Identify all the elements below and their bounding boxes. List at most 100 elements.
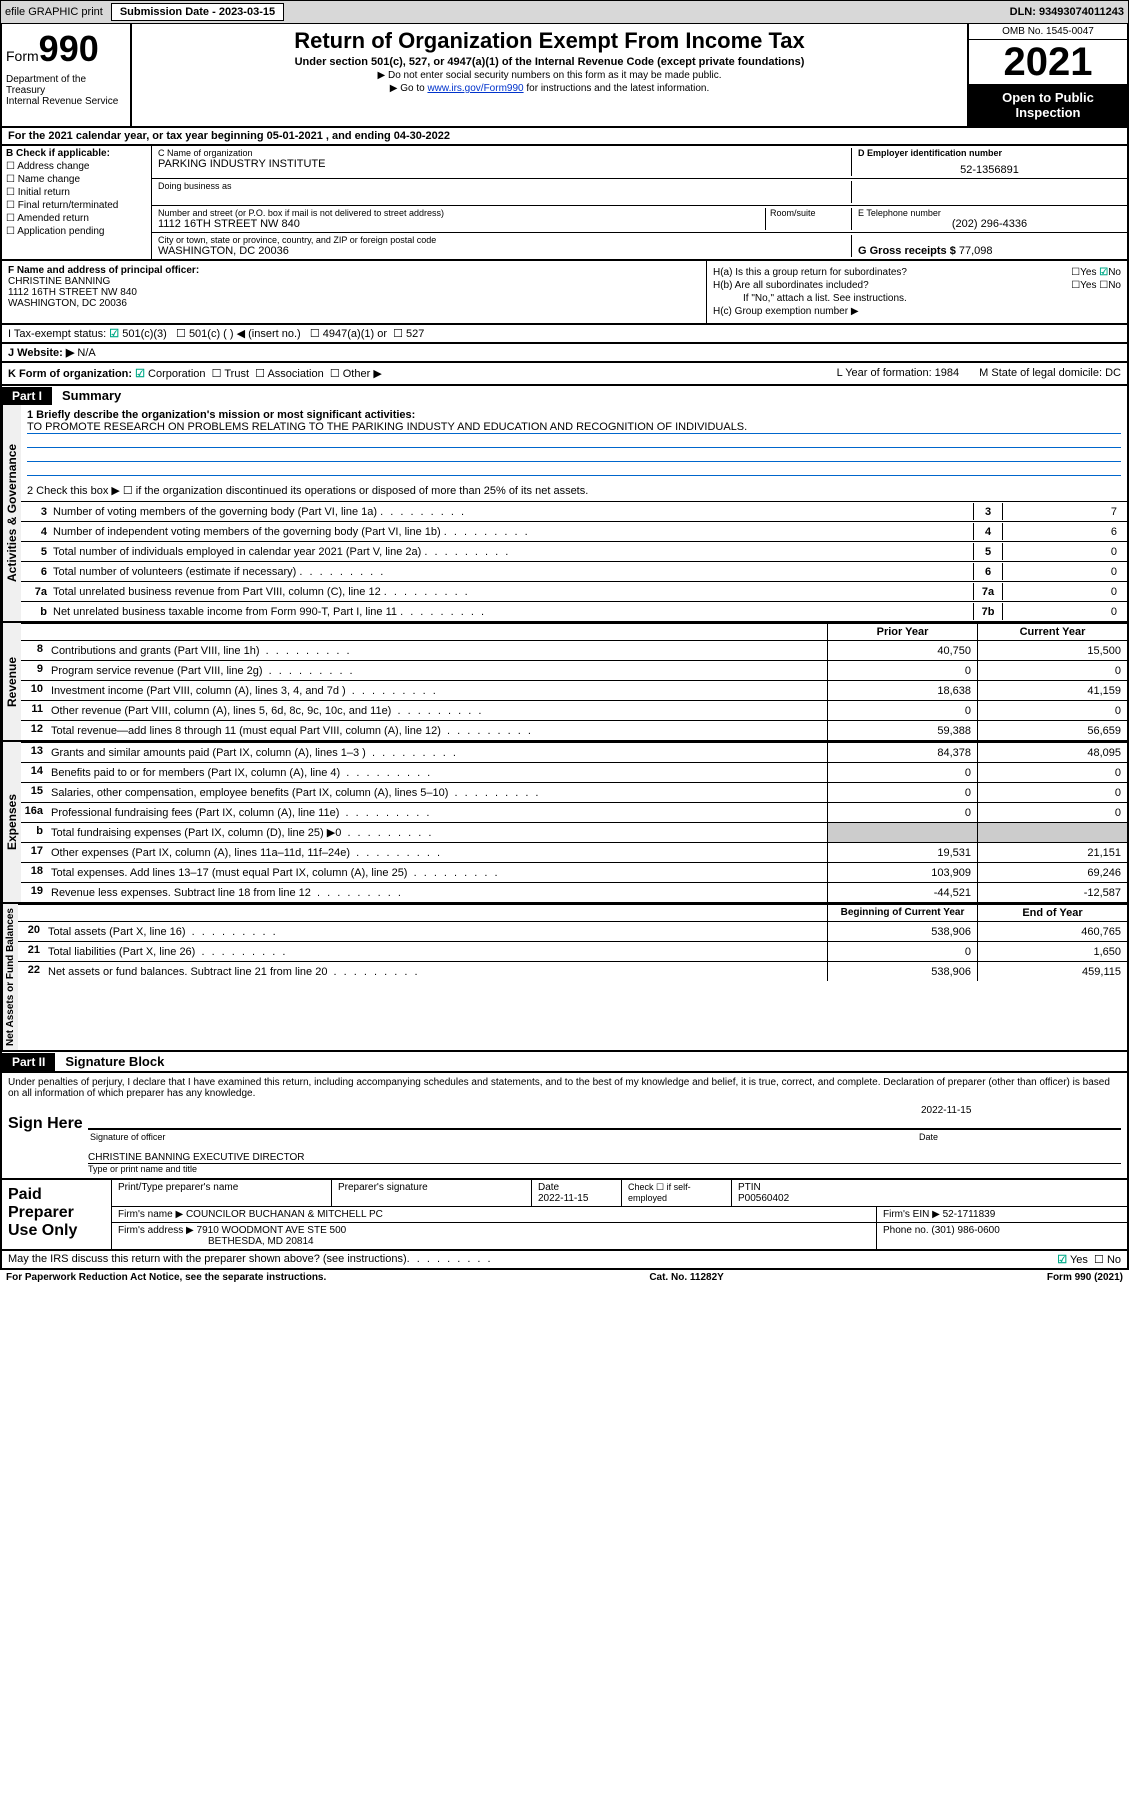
prep-date: 2022-11-15 xyxy=(538,1193,588,1204)
period-row: For the 2021 calendar year, or tax year … xyxy=(0,128,1129,146)
data-row: 11Other revenue (Part VIII, column (A), … xyxy=(21,700,1127,720)
pra-notice: For Paperwork Reduction Act Notice, see … xyxy=(6,1272,326,1283)
opt-4947: 4947(a)(1) or xyxy=(323,328,387,340)
firm-name-label: Firm's name ▶ xyxy=(118,1209,183,1220)
section-b-to-g: B Check if applicable: ☐ Address change ☐… xyxy=(0,146,1129,261)
opt-other: Other ▶ xyxy=(343,368,382,380)
dba-label: Doing business as xyxy=(158,181,845,191)
dots xyxy=(407,1253,493,1266)
submission-date: Submission Date - 2023-03-15 xyxy=(111,3,284,21)
checkbox-option[interactable]: ☐ Amended return xyxy=(6,213,147,224)
prep-date-label: Date xyxy=(538,1182,559,1193)
data-row: 15Salaries, other compensation, employee… xyxy=(21,782,1127,802)
mission-text: TO PROMOTE RESEARCH ON PROBLEMS RELATING… xyxy=(27,421,1121,434)
website-value: N/A xyxy=(77,347,95,359)
firm-phone: (301) 986-0600 xyxy=(931,1225,999,1236)
yes-label: Yes xyxy=(1070,1254,1088,1266)
hb-label: H(b) Are all subordinates included? xyxy=(713,280,869,291)
checkbox-option[interactable]: ☐ Address change xyxy=(6,161,147,172)
current-year-header: Current Year xyxy=(977,624,1127,640)
bottom-footer: For Paperwork Reduction Act Notice, see … xyxy=(0,1270,1129,1285)
self-emp-label: Check ☐ if self-employed xyxy=(622,1180,732,1206)
firm-phone-label: Phone no. xyxy=(883,1225,929,1236)
city-label: City or town, state or province, country… xyxy=(158,235,845,245)
form-label: Form xyxy=(6,48,39,64)
form-number-block: Form990 xyxy=(6,28,126,70)
sig-officer-label: Signature of officer xyxy=(90,1132,919,1142)
data-row: 22Net assets or fund balances. Subtract … xyxy=(18,961,1127,981)
ha-label: H(a) Is this a group return for subordin… xyxy=(713,267,907,278)
data-row: 8Contributions and grants (Part VIII, li… xyxy=(21,640,1127,660)
checkbox-option[interactable]: ☐ Final return/terminated xyxy=(6,200,147,211)
no-label: No xyxy=(1107,1254,1121,1266)
state-domicile: M State of legal domicile: DC xyxy=(979,367,1121,380)
dept-label: Department of the Treasury Internal Reve… xyxy=(6,70,126,107)
checkbox-option[interactable]: ☐ Initial return xyxy=(6,187,147,198)
summary-line: 6Total number of volunteers (estimate if… xyxy=(21,561,1127,581)
sidebar-expenses: Expenses xyxy=(2,742,21,902)
discuss-row: May the IRS discuss this return with the… xyxy=(0,1251,1129,1270)
inspection-label: Open to Public Inspection xyxy=(969,84,1127,126)
gross-value: 77,098 xyxy=(959,245,993,257)
firm-ein-label: Firm's EIN ▶ xyxy=(883,1209,940,1220)
ptin-value: P00560402 xyxy=(738,1193,789,1204)
top-bar: efile GRAPHIC print Submission Date - 20… xyxy=(0,0,1129,24)
dln-label: DLN: 93493074011243 xyxy=(1010,6,1124,18)
paid-preparer: Paid Preparer Use Only Print/Type prepar… xyxy=(0,1180,1129,1251)
sidebar-governance: Activities & Governance xyxy=(2,405,21,621)
part-i-header: Part I xyxy=(2,387,52,405)
year-formation: L Year of formation: 1984 xyxy=(837,367,960,380)
opt-501c3: 501(c)(3) xyxy=(122,328,167,340)
type-name-label: Type or print name and title xyxy=(88,1164,1121,1174)
date-label: Date xyxy=(919,1132,1119,1142)
hb-line: H(b) Are all subordinates included? ☐Yes… xyxy=(713,280,1121,291)
ha-answer: No xyxy=(1108,267,1121,278)
form-title: Return of Organization Exempt From Incom… xyxy=(140,28,959,54)
prep-sig-label: Preparer's signature xyxy=(332,1180,532,1206)
prep-name-label: Print/Type preparer's name xyxy=(112,1180,332,1206)
ein-value: 52-1356891 xyxy=(858,164,1121,176)
data-row: 18Total expenses. Add lines 13–17 (must … xyxy=(21,862,1127,882)
firm-ein: 52-1711839 xyxy=(943,1209,996,1220)
data-row: 21Total liabilities (Part X, line 26) 01… xyxy=(18,941,1127,961)
irs-link[interactable]: www.irs.gov/Form990 xyxy=(427,83,523,94)
room-label: Room/suite xyxy=(770,208,845,218)
checkbox-option[interactable]: ☐ Name change xyxy=(6,174,147,185)
efile-label: efile GRAPHIC print xyxy=(5,6,103,18)
row-j: J Website: ▶ N/A xyxy=(0,344,1129,363)
org-name-label: C Name of organization xyxy=(158,148,845,158)
part-ii-header: Part II xyxy=(2,1053,55,1071)
summary-line: 4Number of independent voting members of… xyxy=(21,521,1127,541)
box-b-label: B Check if applicable: xyxy=(6,148,147,159)
data-row: 9Program service revenue (Part VIII, lin… xyxy=(21,660,1127,680)
opt-corp: Corporation xyxy=(148,368,205,380)
data-row: 13Grants and similar amounts paid (Part … xyxy=(21,742,1127,762)
eoy-header: End of Year xyxy=(977,905,1127,921)
checkbox-option[interactable]: ☐ Application pending xyxy=(6,226,147,237)
check-icon: ☑ xyxy=(135,368,148,380)
phone-value: (202) 296-4336 xyxy=(858,218,1121,230)
opt-assoc: Association xyxy=(267,368,323,380)
data-row: 19Revenue less expenses. Subtract line 1… xyxy=(21,882,1127,902)
officer-label: F Name and address of principal officer: xyxy=(8,265,700,276)
data-row: 12Total revenue—add lines 8 through 11 (… xyxy=(21,720,1127,740)
line1-label: 1 Briefly describe the organization's mi… xyxy=(27,409,1121,421)
officer-addr1: 1112 16TH STREET NW 840 xyxy=(8,287,700,298)
form-note1: ▶ Do not enter social security numbers o… xyxy=(140,70,959,81)
firm-addr2: BETHESDA, MD 20814 xyxy=(118,1236,314,1247)
discuss-label: May the IRS discuss this return with the… xyxy=(8,1253,407,1266)
part-ii-title: Signature Block xyxy=(55,1052,174,1071)
omb-number: OMB No. 1545-0047 xyxy=(969,24,1127,40)
addr-label: Number and street (or P.O. box if mail i… xyxy=(158,208,765,218)
form-org-label: K Form of organization: xyxy=(8,368,132,380)
data-row: 17Other expenses (Part IX, column (A), l… xyxy=(21,842,1127,862)
tax-status-label: I Tax-exempt status: xyxy=(8,328,106,340)
section-f-h: F Name and address of principal officer:… xyxy=(0,261,1129,325)
cat-no: Cat. No. 11282Y xyxy=(649,1272,723,1283)
firm-addr-label: Firm's address ▶ xyxy=(118,1225,194,1236)
firm-name: COUNCILOR BUCHANAN & MITCHELL PC xyxy=(186,1209,383,1220)
form-note2: ▶ Go to www.irs.gov/Form990 for instruct… xyxy=(140,83,959,94)
form-subtitle: Under section 501(c), 527, or 4947(a)(1)… xyxy=(140,56,959,68)
opt-501c: 501(c) ( ) ◀ (insert no.) xyxy=(189,328,301,340)
data-row: 10Investment income (Part VIII, column (… xyxy=(21,680,1127,700)
